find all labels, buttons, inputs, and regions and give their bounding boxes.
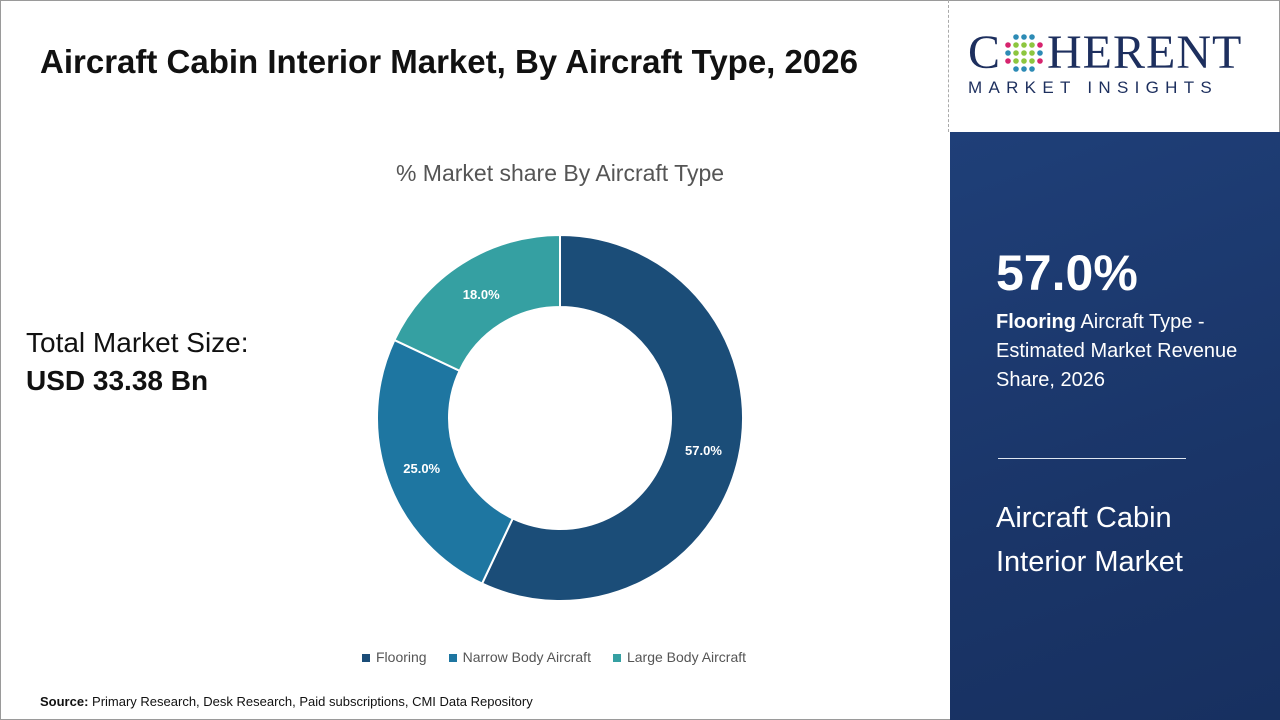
total-market-label: Total Market Size:: [26, 327, 249, 358]
highlight-description: Flooring Aircraft Type - Estimated Marke…: [996, 308, 1256, 395]
highlight-value: 57.0%: [996, 245, 1138, 301]
legend-swatch: [448, 654, 457, 663]
company-logo: C HERENT MARKET INSIGHTS: [968, 26, 1243, 98]
donut-slice-flooring: [480, 233, 744, 602]
total-market-size: Total Market Size: USD 33.38 Bn: [26, 324, 249, 400]
source-text: Primary Research, Desk Research, Paid su…: [92, 694, 533, 709]
legend-item-flooring: Flooring: [362, 649, 427, 665]
panel-divider: [998, 458, 1186, 459]
source-note: Source: Primary Research, Desk Research,…: [40, 694, 533, 709]
divider: [948, 0, 949, 132]
page-title: Aircraft Cabin Interior Market, By Aircr…: [40, 43, 858, 80]
legend-label: Large Body Aircraft: [626, 649, 747, 665]
total-market-value: USD 33.38 Bn: [26, 365, 209, 396]
source-label: Source:: [40, 694, 89, 709]
legend-label: Narrow Body Aircraft: [462, 649, 591, 665]
data-label: 25.0%: [403, 461, 440, 476]
chart-title: % Market share By Aircraft Type: [395, 160, 725, 186]
highlight-panel: 57.0% Flooring Aircraft Type - Estimated…: [950, 132, 1280, 720]
legend-swatch: [612, 654, 621, 663]
donut-slice-narrow-body-aircraft: [376, 338, 515, 585]
donut-chart: 57.0% 25.0% 18.0%: [376, 233, 744, 602]
highlight-text: Aircraft Type - Estimated Market Revenue…: [996, 311, 1238, 391]
globe-dots-icon: [1005, 34, 1043, 72]
legend-label: Flooring: [376, 649, 427, 665]
legend-item-large-body: Large Body Aircraft: [612, 649, 747, 665]
data-label: 57.0%: [685, 443, 722, 458]
market-name: Aircraft Cabin Interior Market: [996, 502, 1183, 578]
legend-item-narrow-body: Narrow Body Aircraft: [448, 649, 591, 665]
donut-slice-large-body-aircraft: [393, 233, 561, 373]
legend-swatch: [362, 654, 370, 663]
data-label: 18.0%: [463, 287, 500, 302]
chart-legend: Flooring Narrow Body Aircraft Large Body…: [362, 649, 746, 665]
highlight-segment: Flooring: [996, 311, 1076, 333]
